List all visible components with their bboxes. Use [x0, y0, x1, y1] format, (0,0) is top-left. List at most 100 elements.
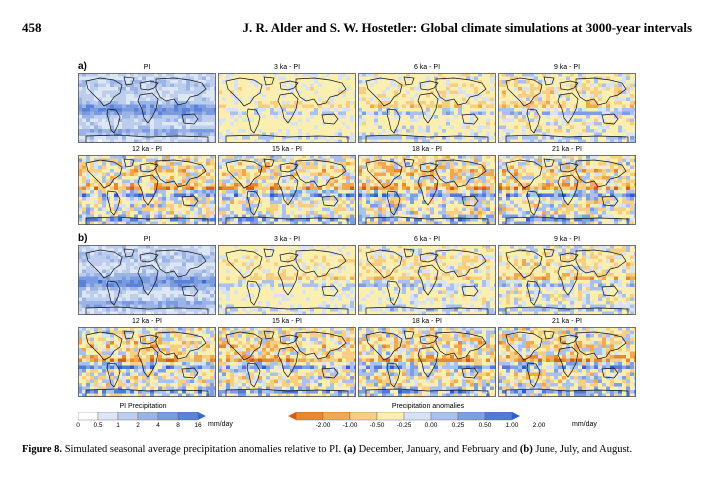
- precipitation-map: [218, 245, 356, 315]
- coastline: [365, 249, 403, 279]
- map-title: 6 ka - PI: [413, 236, 441, 243]
- caption-a-text: December, January, and February and: [355, 444, 520, 455]
- map-title: 3 ka - PI: [273, 236, 301, 243]
- coastline: [139, 252, 159, 263]
- colorbar-segment: [322, 412, 351, 421]
- coastline: [279, 252, 299, 263]
- coastline: [435, 77, 487, 106]
- coastline: [263, 158, 275, 168]
- coastline: [263, 330, 275, 340]
- anomaly-colorbar-title: Precipitation anomalies: [391, 403, 465, 410]
- map-frame: [358, 155, 496, 225]
- map-title: 18 ka - PI: [412, 146, 442, 153]
- precipitation-map: [218, 73, 356, 143]
- map-frame: [218, 73, 356, 143]
- coastline: [321, 285, 339, 297]
- coastline: [139, 334, 159, 345]
- coastline: [403, 248, 415, 258]
- coastline: [85, 134, 209, 143]
- precipitation-map: [498, 155, 636, 225]
- coastline: [246, 280, 261, 306]
- map-frame: [218, 245, 356, 315]
- coastline: [246, 190, 261, 216]
- coastline: [543, 76, 555, 86]
- coastline: [295, 331, 347, 360]
- map-frame: [218, 155, 356, 225]
- coastline: [559, 80, 579, 91]
- coastline: [419, 80, 439, 91]
- coastline: [543, 248, 555, 258]
- coastline: [106, 190, 121, 216]
- coastline: [139, 162, 159, 173]
- precipitation-map: [498, 327, 636, 397]
- colorbar-arrow-right: [512, 412, 520, 420]
- coastline: [137, 264, 159, 296]
- coastline: [225, 249, 263, 279]
- coastline: [435, 159, 487, 188]
- coastline: [321, 195, 339, 207]
- map-frame: [78, 245, 216, 315]
- precipitation-map: [218, 155, 356, 225]
- anomaly-colorbar-unit: mm/day: [572, 421, 597, 428]
- coastline: [365, 159, 403, 189]
- map-frame: [78, 155, 216, 225]
- colorbar-segment: [430, 412, 459, 421]
- map-title: 12 ka - PI: [132, 318, 162, 325]
- coastline: [85, 249, 123, 279]
- map-frame: [78, 327, 216, 397]
- coastline: [461, 285, 479, 297]
- precipitation-map: [358, 327, 496, 397]
- coastline: [403, 330, 415, 340]
- coastline: [139, 80, 159, 91]
- coastline: [505, 77, 543, 107]
- coastline: [559, 162, 579, 173]
- map-title: 15 ka - PI: [272, 318, 302, 325]
- page-number: 458: [22, 20, 42, 35]
- panel-letter-a: a): [78, 61, 87, 72]
- precipitation-map: [78, 245, 216, 315]
- colorbar-segment: [349, 412, 378, 421]
- precipitation-map: [498, 73, 636, 143]
- map-title: 9 ka - PI: [553, 236, 581, 243]
- map-frame: [498, 155, 636, 225]
- coastline: [181, 195, 199, 207]
- precipitation-map: [498, 245, 636, 315]
- coastline: [295, 77, 347, 106]
- coastline: [155, 249, 207, 278]
- colorbar-segment: [137, 412, 159, 421]
- coastline: [263, 76, 275, 86]
- colorbar-tick-label: 2.00: [532, 422, 546, 429]
- coastline: [225, 306, 349, 315]
- coastline: [601, 195, 619, 207]
- map-title: 12 ka - PI: [132, 146, 162, 153]
- precipitation-map: [218, 327, 356, 397]
- map-frame: [498, 245, 636, 315]
- map-title: 9 ka - PI: [553, 64, 581, 71]
- coastline: [85, 216, 209, 225]
- coastline: [279, 80, 299, 91]
- colorbar-tick-label: 0.50: [478, 422, 492, 429]
- precipitation-map: [78, 327, 216, 397]
- precipitation-map: [358, 73, 496, 143]
- coastline: [601, 113, 619, 125]
- caption-b-label: (b): [519, 444, 533, 455]
- coastline: [365, 331, 403, 361]
- colorbar-segment: [403, 412, 432, 421]
- coastline: [106, 362, 121, 388]
- colorbar-arrow-right: [198, 412, 206, 420]
- colorbar-tick-label: 1.00: [505, 422, 519, 429]
- map-title: 3 ka - PI: [273, 64, 301, 71]
- coastline: [263, 248, 275, 258]
- running-title: J. R. Alder and S. W. Hostetler: Global …: [242, 20, 692, 35]
- coastline: [417, 264, 439, 296]
- coastline: [137, 174, 159, 206]
- panel-letter-b: b): [78, 233, 88, 244]
- coastline: [155, 159, 207, 188]
- colorbar-tick-label: 0: [76, 422, 80, 429]
- coastline: [417, 92, 439, 124]
- colorbar-tick-label: 16: [194, 422, 202, 429]
- colorbar-tick-label: -2.00: [315, 422, 331, 429]
- coastline: [403, 76, 415, 86]
- map-title: 6 ka - PI: [413, 64, 441, 71]
- map-title: PI: [143, 236, 151, 243]
